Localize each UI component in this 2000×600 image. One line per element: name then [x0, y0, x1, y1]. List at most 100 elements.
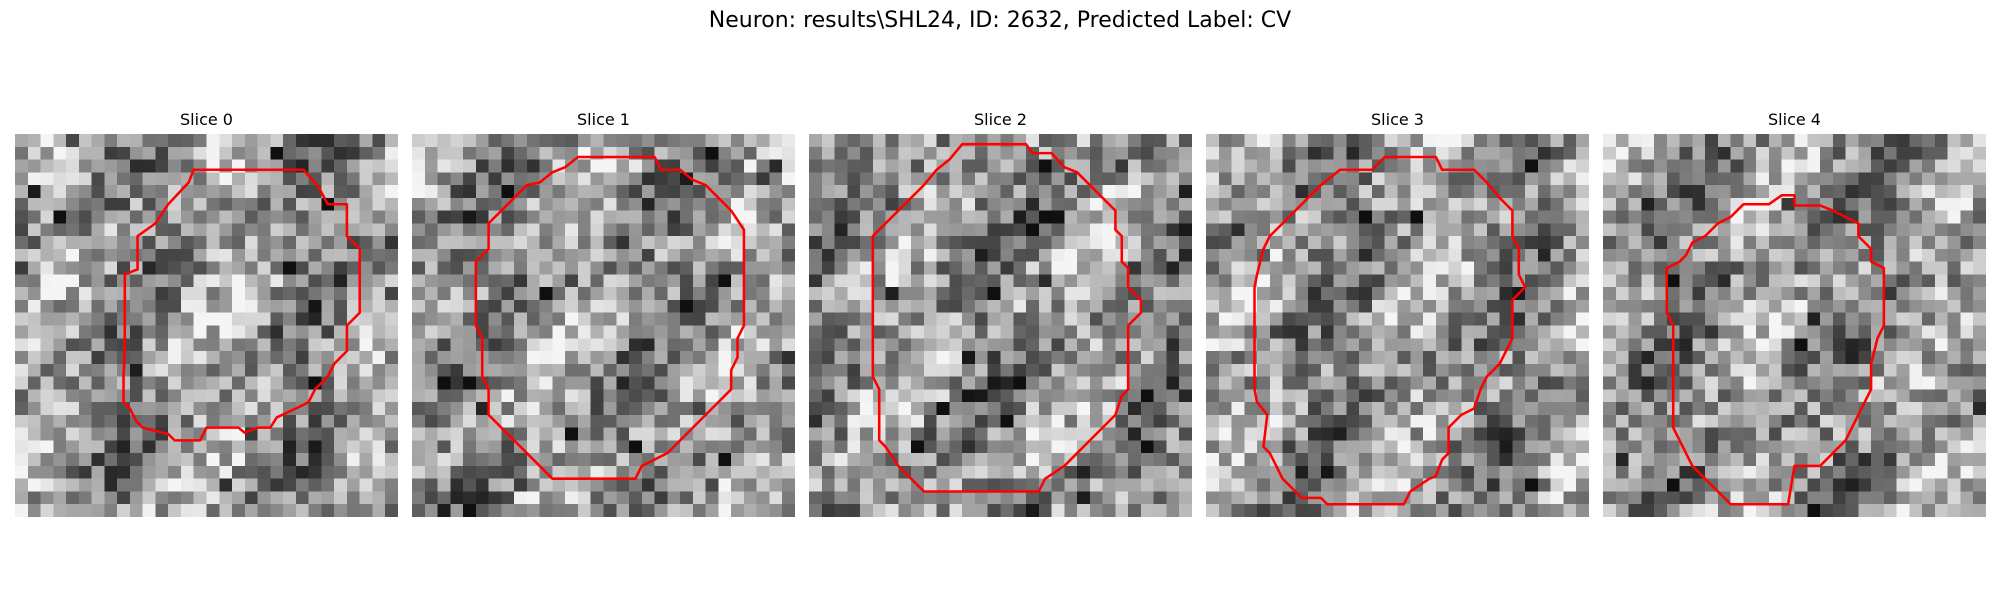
pixel-cell — [552, 377, 565, 390]
pixel-cell — [744, 147, 757, 160]
pixel-cell — [847, 134, 860, 147]
pixel-cell — [1551, 172, 1564, 185]
pixel-cell — [1141, 504, 1154, 517]
pixel-cell — [181, 440, 194, 453]
pixel-cell — [809, 211, 822, 224]
pixel-cell — [949, 211, 962, 224]
pixel-cell — [425, 389, 438, 402]
pixel-cell — [924, 211, 937, 224]
pixel-cell — [425, 172, 438, 185]
pixel-cell — [1858, 415, 1871, 428]
pixel-cell — [1026, 313, 1039, 326]
pixel-cell — [321, 134, 334, 147]
pixel-cell — [744, 223, 757, 236]
pixel-cell — [578, 172, 591, 185]
pixel-cell — [1372, 134, 1385, 147]
pixel-cell — [41, 389, 54, 402]
pixel-cell — [782, 491, 795, 504]
pixel-cell — [540, 415, 553, 428]
pixel-cell — [104, 160, 117, 173]
pixel-cell — [1973, 377, 1986, 390]
pixel-cell — [527, 351, 540, 364]
pixel-cell — [642, 313, 655, 326]
pixel-cell — [155, 313, 168, 326]
pixel-cell — [181, 364, 194, 377]
pixel-cell — [219, 479, 232, 492]
pixel-cell — [1807, 274, 1820, 287]
pixel-cell — [117, 504, 130, 517]
pixel-cell — [207, 287, 220, 300]
pixel-cell — [988, 415, 1001, 428]
pixel-cell — [744, 466, 757, 479]
pixel-cell — [258, 338, 271, 351]
pixel-cell — [1551, 326, 1564, 339]
pixel-cell — [1090, 249, 1103, 262]
pixel-cell — [1538, 134, 1551, 147]
pixel-cell — [1680, 377, 1693, 390]
pixel-cell — [1563, 313, 1576, 326]
pixel-cell — [143, 479, 156, 492]
pixel-cell — [1166, 223, 1179, 236]
pixel-cell — [1807, 415, 1820, 428]
pixel-cell — [629, 287, 642, 300]
pixel-cell — [1206, 377, 1219, 390]
pixel-cell — [1154, 428, 1167, 441]
pixel-cell — [1487, 402, 1500, 415]
pixel-cell — [1154, 453, 1167, 466]
pixel-cell — [53, 364, 66, 377]
pixel-cell — [1474, 326, 1487, 339]
pixel-cell — [1346, 504, 1359, 517]
pixel-cell — [1219, 338, 1232, 351]
pixel-cell — [1769, 249, 1782, 262]
pixel-cell — [667, 287, 680, 300]
pixel-cell — [962, 491, 975, 504]
pixel-cell — [911, 428, 924, 441]
pixel-cell — [1321, 287, 1334, 300]
pixel-cell — [1603, 364, 1616, 377]
pixel-cell — [1897, 466, 1910, 479]
pixel-cell — [1090, 415, 1103, 428]
pixel-cell — [1103, 236, 1116, 249]
pixel-cell — [527, 147, 540, 160]
pixel-cell — [347, 198, 360, 211]
pixel-cell — [1897, 300, 1910, 313]
pixel-cell — [1077, 466, 1090, 479]
pixel-cell — [1179, 338, 1192, 351]
pixel-cell — [1616, 249, 1629, 262]
pixel-cell — [1756, 326, 1769, 339]
pixel-cell — [104, 402, 117, 415]
pixel-cell — [245, 504, 258, 517]
pixel-cell — [1052, 262, 1065, 275]
pixel-cell — [1795, 185, 1808, 198]
pixel-cell — [92, 236, 105, 249]
pixel-cell — [66, 415, 79, 428]
pixel-cell — [1833, 287, 1846, 300]
pixel-cell — [1680, 300, 1693, 313]
pixel-cell — [143, 377, 156, 390]
pixel-cell — [1244, 198, 1257, 211]
pixel-cell — [1616, 338, 1629, 351]
pixel-cell — [1398, 287, 1411, 300]
pixel-cell — [731, 428, 744, 441]
pixel-cell — [296, 300, 309, 313]
pixel-cell — [1141, 198, 1154, 211]
pixel-cell — [15, 313, 28, 326]
pixel-cell — [1743, 287, 1756, 300]
pixel-cell — [604, 440, 617, 453]
pixel-cell — [1563, 211, 1576, 224]
pixel-cell — [1909, 134, 1922, 147]
pixel-cell — [489, 338, 502, 351]
pixel-cell — [321, 453, 334, 466]
pixel-cell — [1346, 377, 1359, 390]
pixel-cell — [1909, 223, 1922, 236]
pixel-cell — [1500, 185, 1513, 198]
pixel-cell — [886, 326, 899, 339]
pixel-cell — [1756, 351, 1769, 364]
pixel-cell — [1461, 134, 1474, 147]
pixel-cell — [642, 300, 655, 313]
pixel-cell — [911, 389, 924, 402]
pixel-cell — [1461, 172, 1474, 185]
pixel-cell — [1884, 172, 1897, 185]
pixel-cell — [1013, 262, 1026, 275]
pixel-cell — [1359, 415, 1372, 428]
